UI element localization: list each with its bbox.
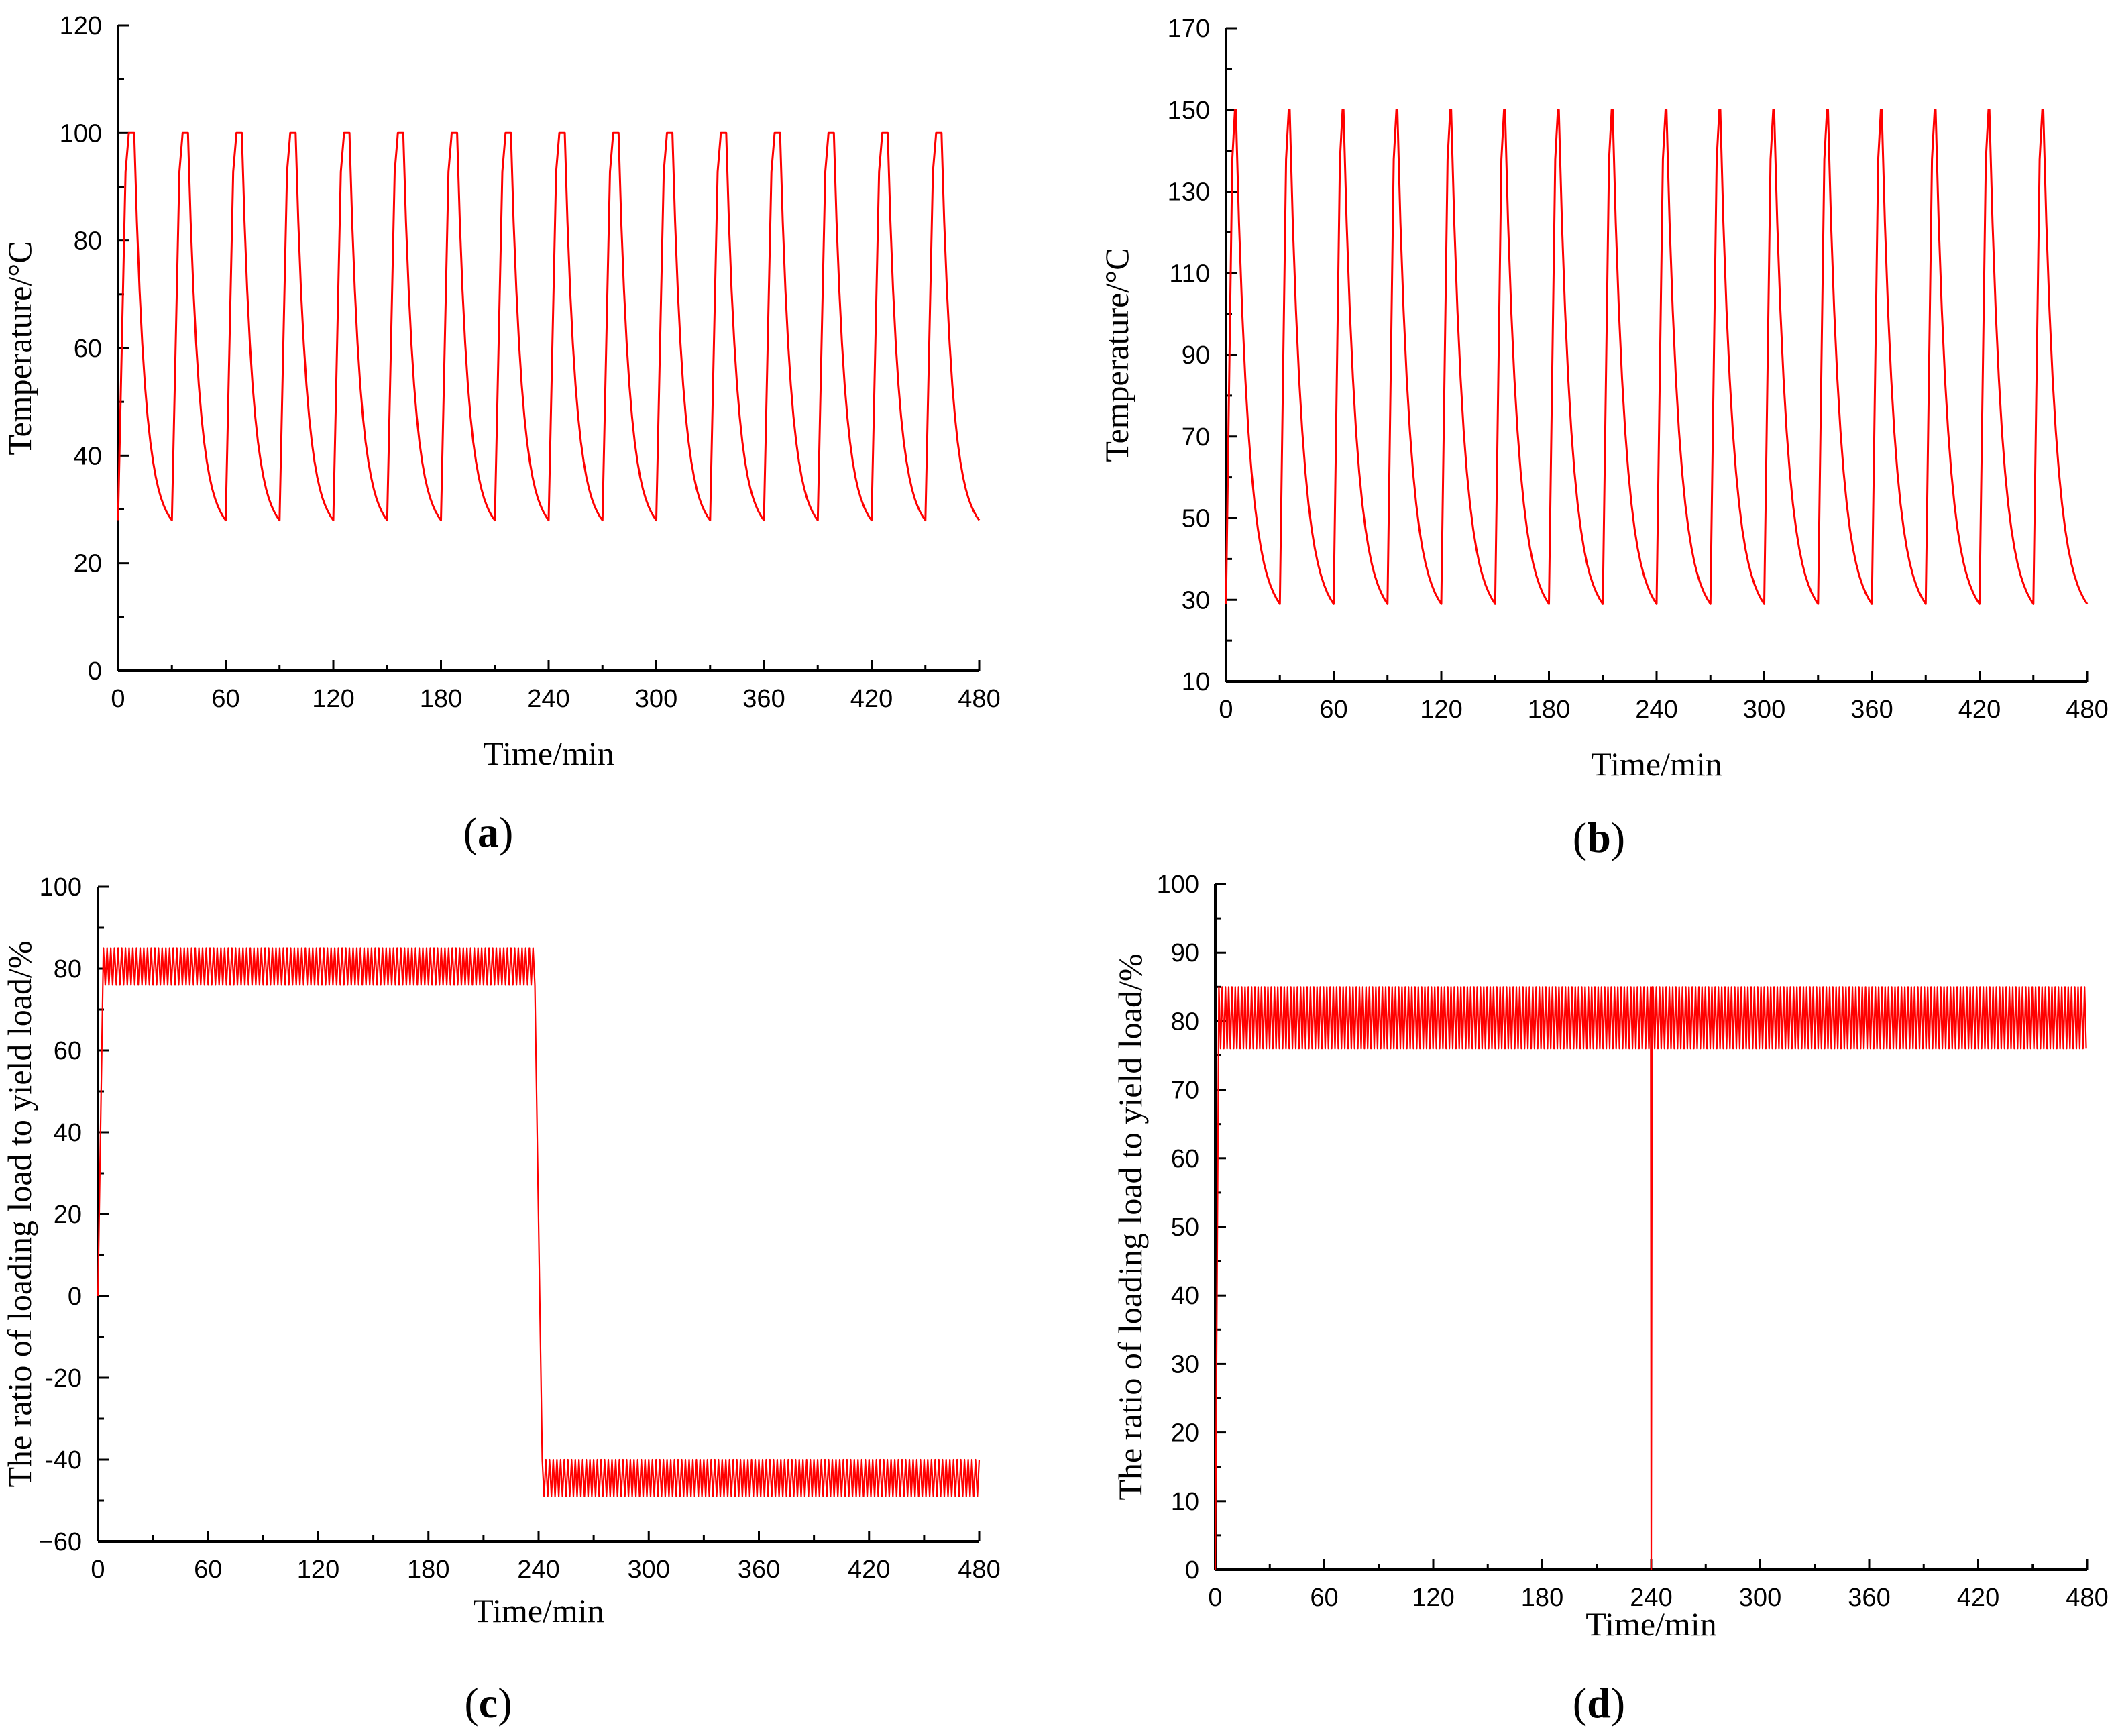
x-tick-label: 120 <box>1420 696 1462 724</box>
x-tick-label: 180 <box>407 1556 449 1584</box>
y-tick-label: 80 <box>74 227 102 256</box>
panel-label: (c) <box>464 1679 512 1727</box>
x-tick-label: 60 <box>194 1556 222 1584</box>
x-axis-title: Time/min <box>1585 1605 1716 1643</box>
y-tick-label: 40 <box>74 442 102 470</box>
x-tick-label: 240 <box>527 685 569 713</box>
x-tick-label: 480 <box>958 1556 1000 1584</box>
y-tick-label: 10 <box>1171 1488 1199 1516</box>
x-tick-label: 120 <box>312 685 354 713</box>
x-tick-label: 180 <box>1528 696 1570 724</box>
y-tick-label: 40 <box>1171 1282 1199 1310</box>
y-tick-label: 20 <box>1171 1419 1199 1448</box>
x-tick-label: 0 <box>91 1556 105 1584</box>
y-tick-label: 80 <box>54 955 82 983</box>
x-tick-label: 0 <box>1219 696 1233 724</box>
panel-label: (d) <box>1573 1679 1625 1727</box>
x-tick-label: 420 <box>848 1556 890 1584</box>
y-tick-label: 30 <box>1171 1350 1199 1378</box>
y-tick-label: 0 <box>68 1283 82 1311</box>
series-line-temperature <box>117 131 981 521</box>
x-tick-label: 360 <box>1850 696 1893 724</box>
x-tick-label: 300 <box>635 685 677 713</box>
x-tick-label: 60 <box>211 685 239 713</box>
x-axis-title: Time/min <box>483 735 614 772</box>
y-tick-label: 60 <box>54 1037 82 1065</box>
x-tick-label: 240 <box>1635 696 1677 724</box>
x-tick-label: 180 <box>420 685 462 713</box>
y-tick-label: 30 <box>1182 586 1210 614</box>
x-tick-label: 240 <box>517 1556 559 1584</box>
y-tick-label: 80 <box>1171 1008 1199 1036</box>
y-tick-label: 90 <box>1182 341 1210 370</box>
y-tick-label: 40 <box>54 1119 82 1147</box>
x-tick-label: 420 <box>1957 1584 1999 1612</box>
y-tick-label: 70 <box>1171 1077 1199 1105</box>
y-tick-label: 90 <box>1171 939 1199 967</box>
x-tick-label: 240 <box>1630 1584 1672 1612</box>
series-line-load-ratio <box>1214 986 2087 1571</box>
x-tick-label: 480 <box>958 685 1000 713</box>
chart-panel-d: 0 60 120 180 240 300 360 420 480 0 10 20 30 40 50 60 70 8… <box>1111 871 2109 1727</box>
x-tick-label: 120 <box>297 1556 339 1584</box>
y-axis-title: Temperature/°C <box>1098 248 1135 462</box>
y-tick-label: 100 <box>60 119 102 148</box>
y-tick-label: 120 <box>60 12 102 40</box>
y-tick-label: 20 <box>54 1201 82 1229</box>
y-axis-title: The ratio of loading load to yield load/… <box>1111 953 1149 1500</box>
x-tick-label: 360 <box>738 1556 780 1584</box>
chart-panel-b: 0 60 120 180 240 300 360 420 480 10 30 50 70 90 110 130… <box>1098 15 2109 861</box>
series-line-temperature <box>1225 109 2089 605</box>
y-tick-label: 60 <box>1171 1145 1199 1173</box>
panel-label: (a) <box>463 808 514 856</box>
y-tick-label: -20 <box>45 1364 82 1393</box>
y-tick-label: 0 <box>1185 1556 1199 1584</box>
x-tick-label: 360 <box>1848 1584 1890 1612</box>
x-axis-title: Time/min <box>473 1592 604 1629</box>
y-tick-label: 150 <box>1168 97 1210 125</box>
y-tick-label: 50 <box>1182 505 1210 533</box>
y-tick-label: 70 <box>1182 423 1210 451</box>
x-tick-label: 0 <box>111 685 125 713</box>
x-tick-label: 480 <box>2066 1584 2108 1612</box>
y-tick-label: −60 <box>39 1528 82 1556</box>
y-axis-title: Temperature/°C <box>1 241 38 455</box>
y-tick-label: 130 <box>1168 178 1210 207</box>
y-tick-label: 100 <box>40 873 82 902</box>
y-tick-label: 110 <box>1169 260 1210 288</box>
chart-panel-a: 0 60 120 180 240 300 360 420 480 0 20 40 60 80 100 120 T… <box>1 12 1001 856</box>
x-tick-label: 0 <box>1208 1584 1222 1612</box>
x-tick-label: 360 <box>742 685 785 713</box>
panel-label: (b) <box>1573 814 1625 861</box>
x-tick-label: 480 <box>2066 696 2108 724</box>
y-tick-label: -40 <box>45 1446 82 1474</box>
x-tick-label: 60 <box>1310 1584 1338 1612</box>
y-tick-label: 100 <box>1157 871 1199 899</box>
x-tick-label: 60 <box>1319 696 1347 724</box>
y-tick-label: 10 <box>1182 668 1210 696</box>
chart-panel-c: 0 60 120 180 240 300 360 420 480 −60 -40 -20 0 20 40 60… <box>1 873 1001 1727</box>
y-axis-title: The ratio of loading load to yield load/… <box>1 940 38 1487</box>
series-line-load-ratio <box>97 947 981 1497</box>
x-tick-label: 420 <box>850 685 893 713</box>
x-tick-label: 300 <box>1743 696 1785 724</box>
x-tick-label: 120 <box>1412 1584 1454 1612</box>
y-tick-label: 50 <box>1171 1213 1199 1242</box>
x-tick-label: 180 <box>1521 1584 1563 1612</box>
y-tick-label: 170 <box>1168 15 1210 43</box>
y-tick-label: 60 <box>74 335 102 363</box>
x-tick-label: 300 <box>628 1556 670 1584</box>
y-tick-label: 20 <box>74 550 102 578</box>
y-tick-label: 0 <box>88 657 102 686</box>
x-tick-label: 420 <box>1958 696 2001 724</box>
x-tick-label: 300 <box>1739 1584 1781 1612</box>
x-axis-title: Time/min <box>1591 745 1722 783</box>
